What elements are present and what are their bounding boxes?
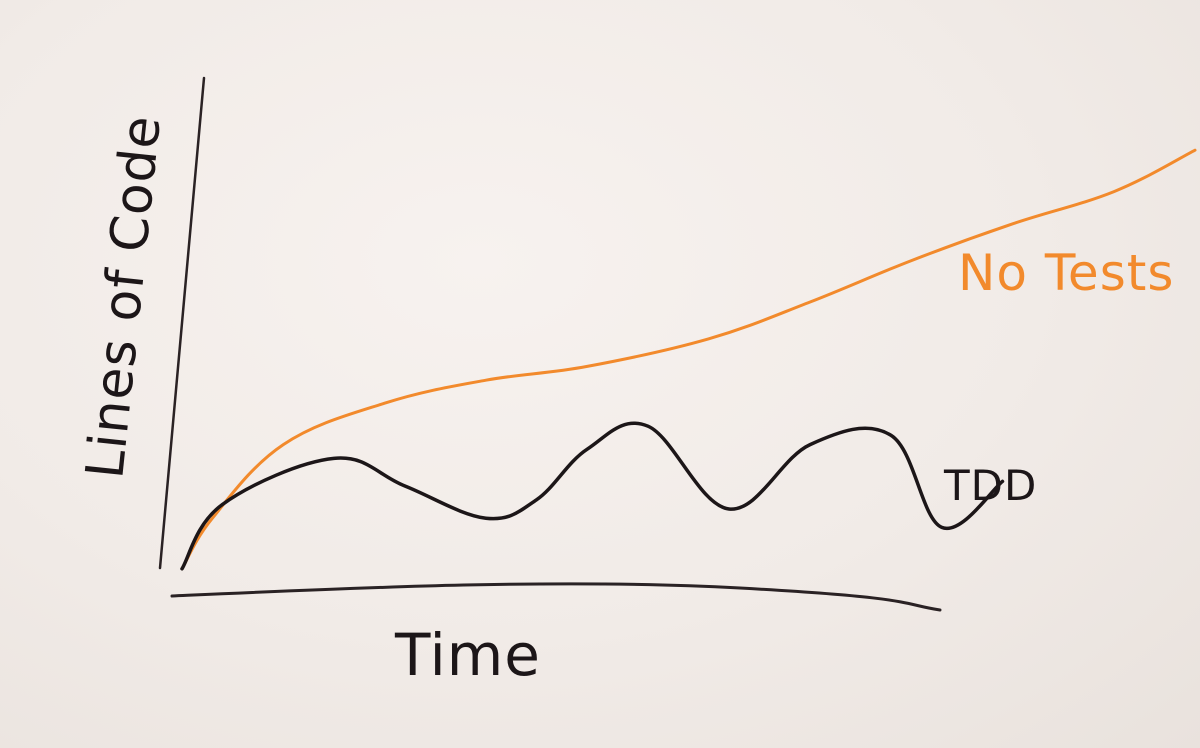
- series-line-no-tests: [180, 148, 1197, 571]
- axes: [158, 76, 942, 612]
- x-axis-line: [170, 582, 942, 612]
- series-label-tdd: TDD: [943, 461, 1037, 510]
- y-axis-label: Lines of Code: [75, 112, 173, 481]
- series-layer: [180, 148, 1197, 571]
- y-axis-line: [158, 76, 206, 570]
- series-label-no-tests: No Tests: [958, 244, 1174, 302]
- series-line-tdd: [180, 421, 1005, 571]
- x-axis-label: Time: [394, 621, 541, 689]
